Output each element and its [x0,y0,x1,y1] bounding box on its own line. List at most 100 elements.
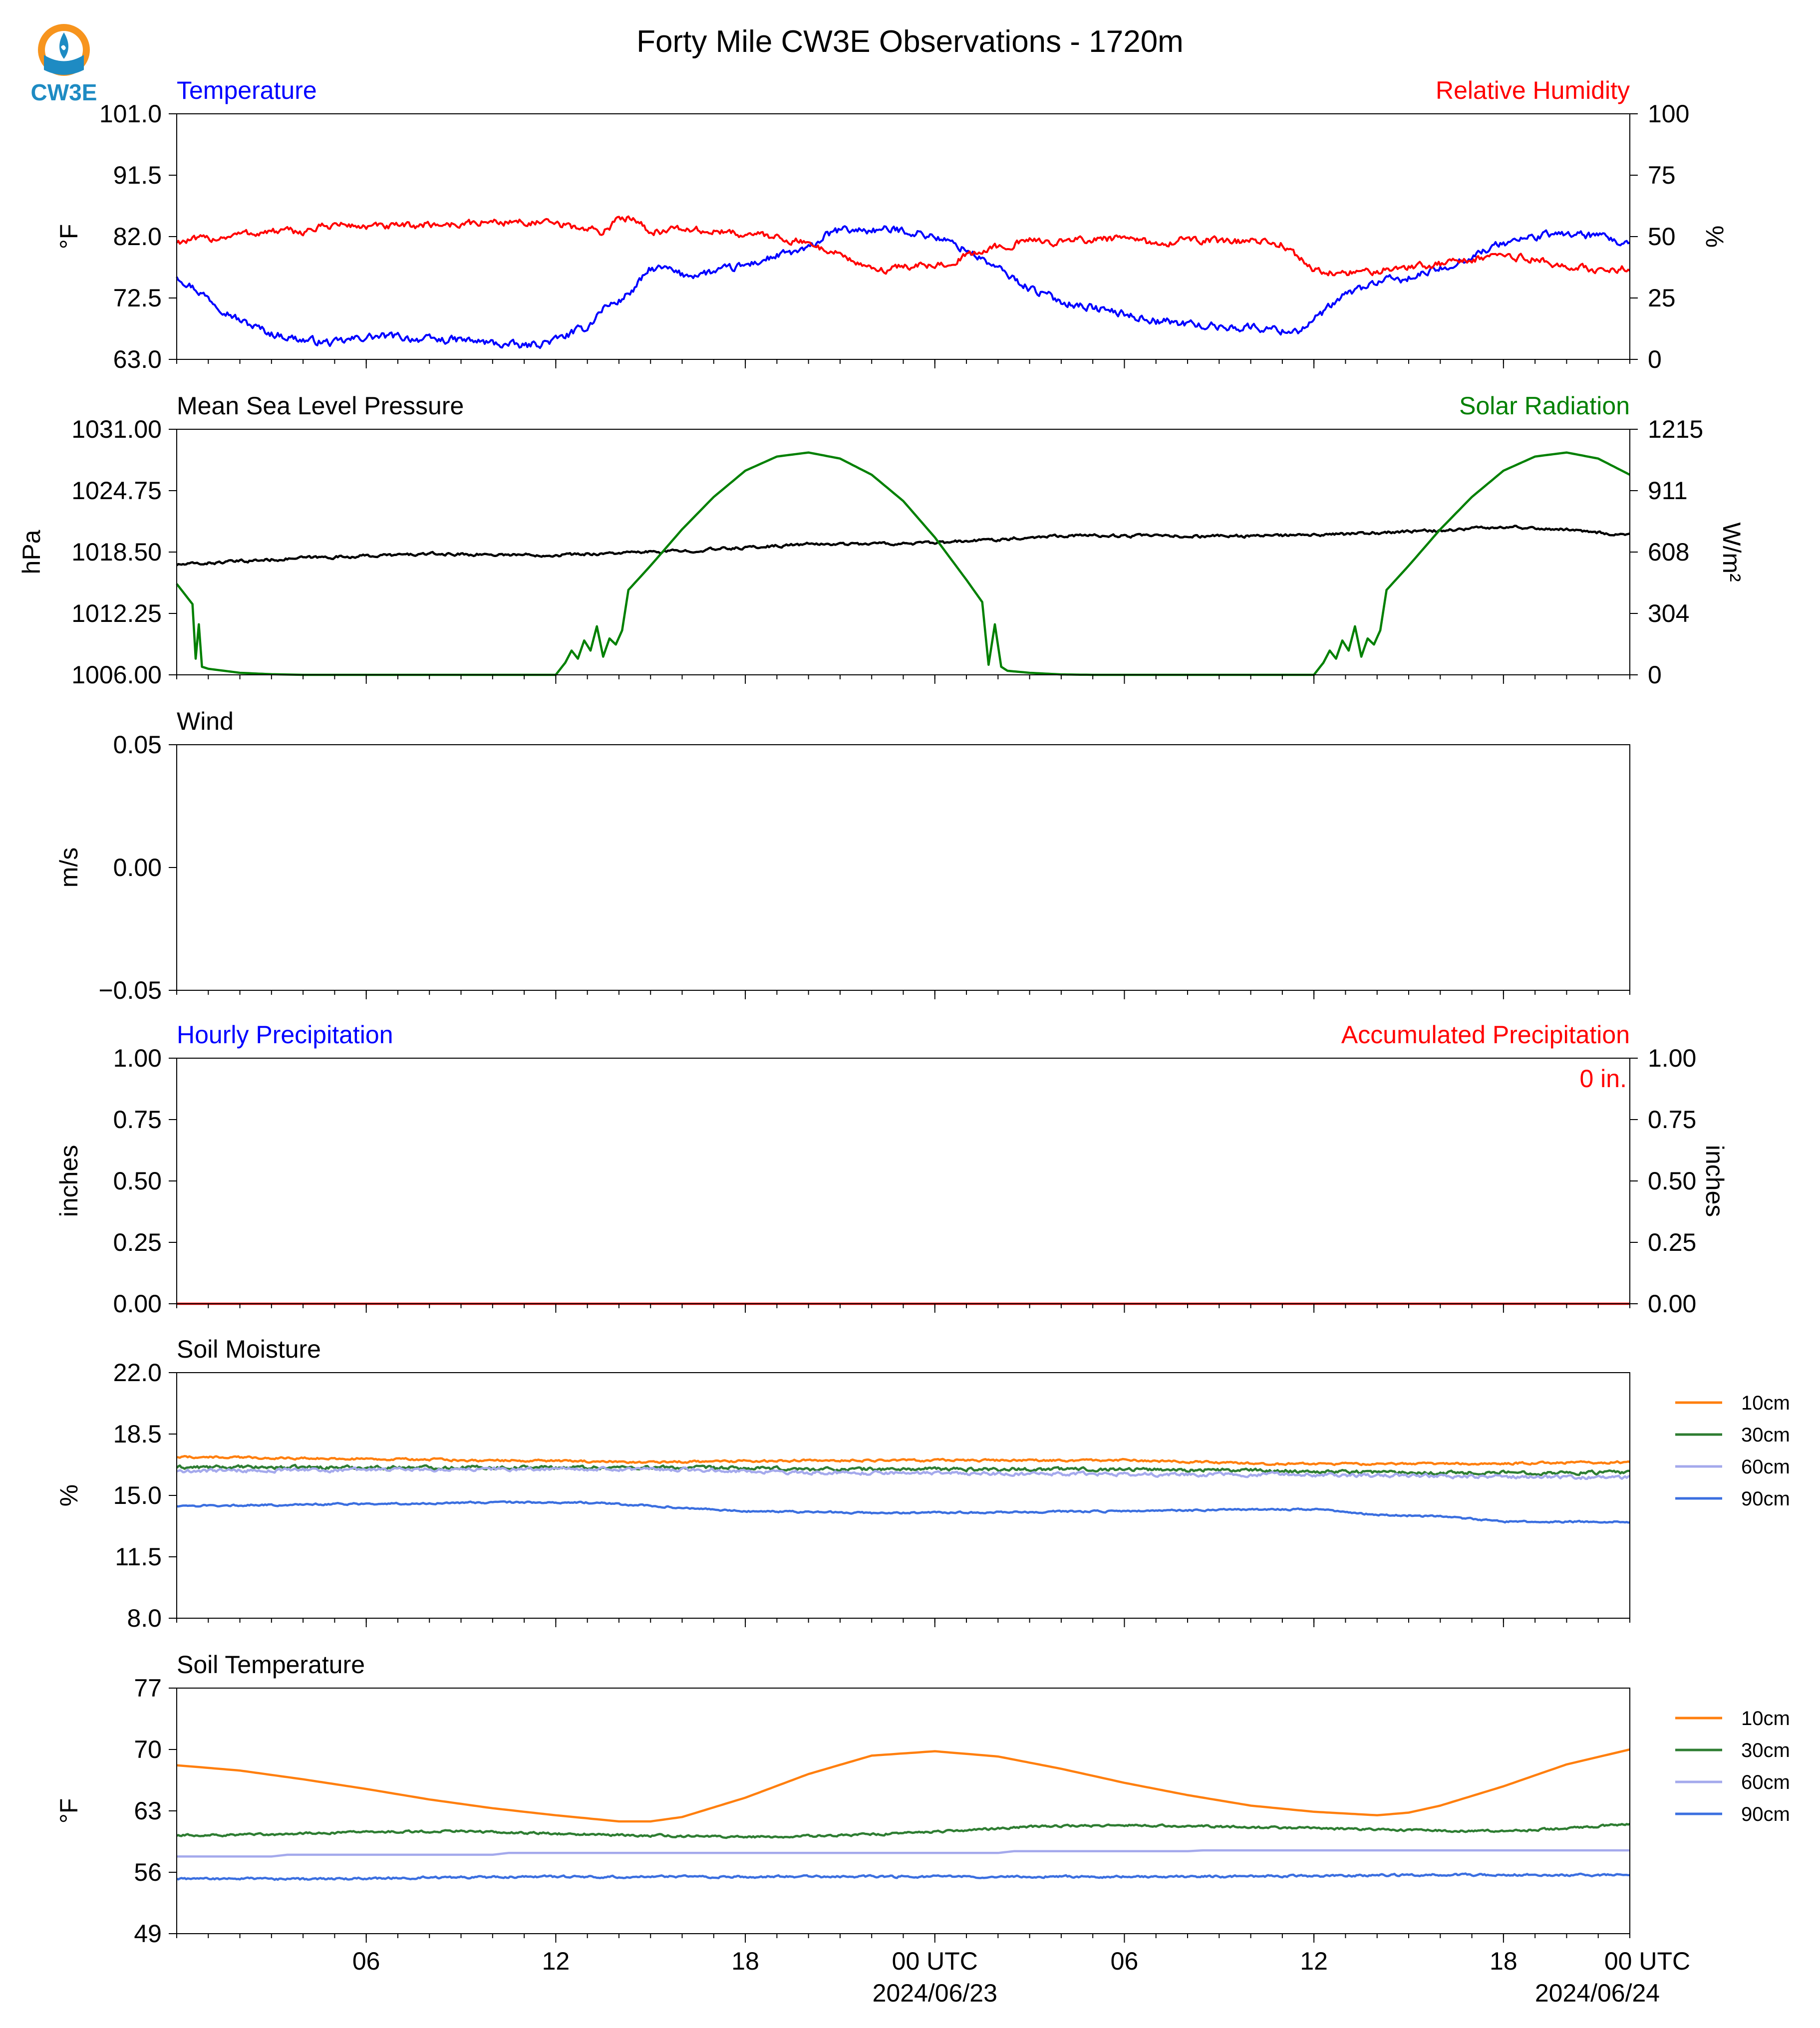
logo-drop-icon [38,24,90,76]
x-tick-label: 18 [1490,1947,1517,1975]
y-right-tick-label: 608 [1648,538,1689,566]
panel-temp-rh: 63.0 72.5 82.0 91.5 101.0 0 25 50 75 100 Temperatu… [55,76,1729,373]
y-tick-label: 77 [134,1674,162,1702]
panel-title-left: Hourly Precipitation [177,1021,393,1049]
y-tick-label: 1024.75 [71,477,162,505]
y-axis-label: °F [55,224,83,250]
cw3e-logo: CW3E [29,20,99,105]
y-right-tick-label: 0 [1648,345,1662,373]
x-tick-label: 06 [352,1947,380,1975]
y-tick-label: 1012.25 [71,599,162,627]
y-tick-label: 0.50 [113,1167,162,1195]
y-axis-label: m/s [55,848,83,888]
plot-frame [176,1372,1630,1619]
y-tick-label: 70 [134,1736,162,1763]
y-right-tick-label: 50 [1648,223,1676,251]
panel-title-left: Mean Sea Level Pressure [177,392,464,420]
y-tick-label: 56 [134,1858,162,1886]
series-line-90cm [176,1872,1630,1881]
plot-frame [176,744,1630,991]
legend-label: 60cm [1741,1771,1790,1793]
legend-label: 60cm [1741,1456,1790,1478]
x-tick-label: 06 [1111,1947,1139,1975]
x-tick-label: 00 UTC [892,1947,978,1975]
legend-label: 30cm [1741,1424,1790,1446]
panel-wind: −0.05 0.00 0.05 Wind m/s [55,707,1630,1004]
plot-frame [176,429,1630,675]
y-tick-label: 8.0 [127,1604,162,1632]
series-line-right [176,215,1631,277]
y-right-tick-label: 0 [1648,661,1662,689]
series-line-60cm [176,1465,1630,1480]
y-tick-label: 11.5 [115,1543,162,1571]
y-axis-label: inches [55,1145,83,1217]
y-tick-label: 18.5 [113,1420,162,1448]
y-tick-label: 22.0 [113,1359,162,1387]
y-tick-label: 0.05 [113,731,162,759]
y-right-tick-label: 911 [1648,477,1688,505]
legend-label: 30cm [1741,1739,1790,1761]
panel-title-right: Relative Humidity [1436,76,1630,104]
y-tick-label: −0.05 [98,976,162,1004]
y-tick-label: 82.0 [113,223,162,251]
series-line-30cm [176,1822,1630,1839]
y-right-tick-label: 25 [1648,284,1676,312]
legend-label: 90cm [1741,1803,1790,1825]
y-right-axis-label: W/m² [1718,522,1746,581]
series-line-left [176,225,1630,349]
x-tick-label: 12 [1300,1947,1328,1975]
panel-pressure-solar: 1006.00 1012.25 1018.50 1024.75 1031.00 0 304 6… [17,392,1746,689]
y-tick-label: 0.25 [113,1228,162,1256]
panel-soil-moisture: 8.0 11.5 15.0 18.5 22.0 Soil Moisture% 10cm 30c… [55,1335,1790,1632]
series-line-30cm [176,1463,1630,1476]
y-tick-label: 0.00 [113,1290,162,1318]
legend-label: 10cm [1741,1708,1790,1730]
y-tick-label: 15.0 [113,1481,162,1509]
y-right-tick-label: 0.00 [1648,1290,1696,1318]
y-tick-label: 63 [134,1797,162,1825]
y-tick-label: 49 [134,1920,162,1948]
y-axis-label: % [55,1484,83,1506]
legend-label: 90cm [1741,1488,1790,1510]
panel-title-right: Solar Radiation [1459,392,1630,420]
logo-text: CW3E [30,79,97,105]
y-right-tick-label: 75 [1648,161,1676,189]
series-line-10cm [176,1748,1630,1823]
panel-title-right: Accumulated Precipitation [1341,1021,1630,1049]
panel-title-left: Wind [177,707,234,735]
x-date-label: 2024/06/24 [1535,1979,1660,2007]
series-line-left [176,525,1630,567]
plot-frame [176,1058,1630,1304]
y-right-tick-label: 0.25 [1648,1228,1696,1256]
y-right-axis-label: % [1701,226,1729,248]
figure-title: Forty Mile CW3E Observations - 1720m [636,24,1184,59]
y-tick-label: 101.0 [99,100,162,128]
y-tick-label: 0.00 [113,854,162,881]
y-right-axis-label: inches [1701,1145,1729,1217]
x-tick-label: 00 UTC [1604,1947,1690,1975]
y-tick-label: 72.5 [113,284,162,312]
y-right-tick-label: 100 [1648,100,1689,128]
y-axis-label: °F [55,1798,83,1824]
x-tick-label: 12 [542,1947,570,1975]
plot-frame [176,113,1630,360]
precip-total-label: 0 in. [1579,1065,1627,1093]
legend-label: 10cm [1741,1392,1790,1414]
y-right-tick-label: 0.75 [1648,1106,1696,1134]
y-tick-label: 1031.00 [71,415,162,443]
series-line-right [176,451,1631,676]
y-right-tick-label: 304 [1648,599,1689,627]
series-line-60cm [177,1849,1630,1858]
x-tick-label: 18 [731,1947,759,1975]
panel-soil-temperature: 49 56 63 70 77 Soil Temperature °F 10cm 30cm 60cm… [55,1651,1790,2007]
y-axis-label: hPa [17,530,45,574]
y-tick-label: 1018.50 [71,538,162,566]
y-tick-label: 63.0 [113,345,162,373]
y-right-tick-label: 0.50 [1648,1167,1696,1195]
y-tick-label: 1006.00 [71,661,162,689]
y-tick-label: 91.5 [113,161,162,189]
y-right-tick-label: 1215 [1648,415,1703,443]
panel-title-left: Temperature [177,76,317,104]
y-tick-label: 0.75 [113,1106,162,1134]
